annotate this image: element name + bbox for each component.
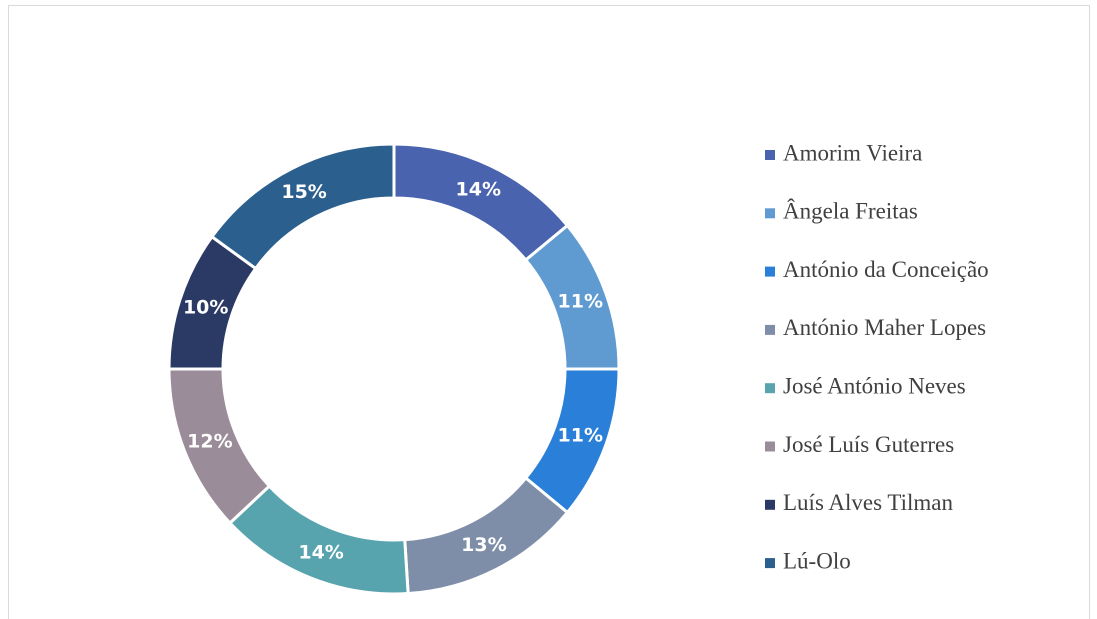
- legend-swatch: [765, 150, 775, 160]
- legend-label: Luís Alves Tilman: [783, 490, 953, 515]
- legend-label: Ângela Freitas: [783, 199, 918, 224]
- legend-swatch: [765, 383, 775, 394]
- legend-label: António da Conceição: [783, 257, 989, 282]
- data-label: 12%: [187, 430, 232, 452]
- legend-label: José António Neves: [783, 373, 966, 398]
- legend-label: Amorim Vieira: [783, 140, 922, 165]
- donut-segment: [392, 142, 570, 263]
- data-label: 14%: [456, 178, 501, 200]
- data-label: 15%: [281, 181, 326, 203]
- legend-swatch: [765, 208, 775, 219]
- data-label: 10%: [183, 296, 228, 318]
- legend-swatch: [765, 324, 775, 335]
- data-label: 13%: [461, 534, 506, 556]
- legend-label: José Luís Guterres: [783, 432, 954, 457]
- data-label: 11%: [558, 290, 603, 312]
- legend-swatch: [765, 441, 775, 452]
- data-label: 11%: [558, 425, 603, 447]
- donut-segment: [209, 142, 396, 271]
- legend-swatch: [765, 558, 775, 569]
- legend-swatch: [765, 499, 775, 510]
- legend-label: Lú-Olo: [783, 548, 851, 573]
- legend-label: António Maher Lopes: [783, 315, 986, 340]
- chart-frame: [8, 5, 1090, 619]
- legend-swatch: [765, 266, 775, 277]
- donut-segment: [227, 483, 410, 596]
- data-label: 14%: [298, 542, 343, 564]
